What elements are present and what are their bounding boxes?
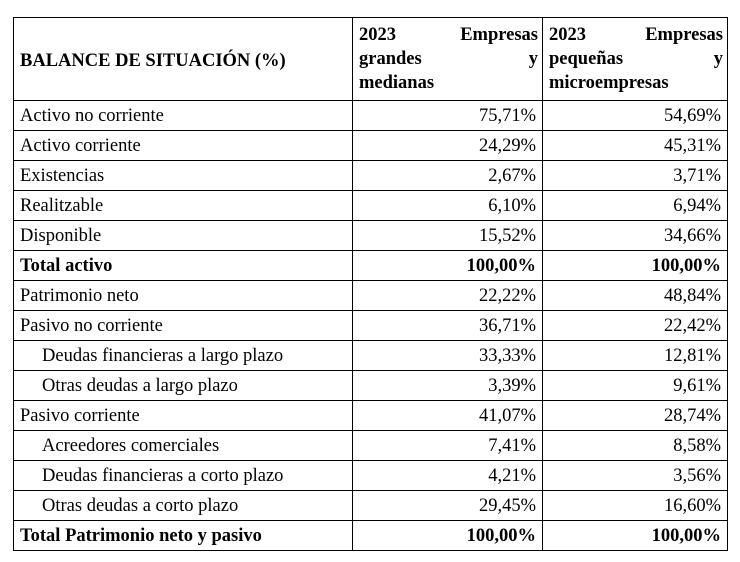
row-label: Acreedores comerciales bbox=[13, 430, 353, 461]
row-label: Deudas financieras a largo plazo bbox=[13, 340, 353, 371]
row-value-large-medium: 2,67% bbox=[352, 160, 543, 191]
table-row: Disponible 15,52% 34,66% bbox=[13, 220, 728, 251]
table-row: Otras deudas a corto plazo 29,45% 16,60% bbox=[13, 490, 728, 521]
table-row: Pasivo corriente 41,07% 28,74% bbox=[13, 400, 728, 431]
col2-year: 2023 bbox=[549, 25, 586, 45]
balance-table: BALANCE DE SITUACIÓN (%) 2023 Empresas gr… bbox=[13, 17, 728, 551]
table-row: Existencias 2,67% 3,71% bbox=[13, 160, 728, 191]
row-value-large-medium: 4,21% bbox=[352, 460, 543, 491]
table-row: Deudas financieras a corto plazo 4,21% 3… bbox=[13, 460, 728, 491]
col2-word-y: y bbox=[713, 49, 723, 69]
row-value-small-micro: 3,71% bbox=[542, 160, 728, 191]
column-header-large-medium: 2023 Empresas grandes y medianas bbox=[352, 17, 543, 101]
row-value-large-medium: 22,22% bbox=[352, 280, 543, 311]
row-value-large-medium: 6,10% bbox=[352, 190, 543, 221]
row-value-small-micro: 12,81% bbox=[542, 340, 728, 371]
row-value-large-medium: 100,00% bbox=[352, 520, 543, 551]
col2-word-microempresas: microempresas bbox=[549, 73, 669, 93]
row-value-large-medium: 7,41% bbox=[352, 430, 543, 461]
col2-word-pequenas: pequeñas bbox=[549, 49, 624, 69]
col1-year: 2023 bbox=[359, 25, 396, 45]
row-value-small-micro: 8,58% bbox=[542, 430, 728, 461]
row-value-large-medium: 3,39% bbox=[352, 370, 543, 401]
col1-word-grandes: grandes bbox=[359, 49, 422, 69]
row-label: Total Patrimonio neto y pasivo bbox=[13, 520, 353, 551]
row-value-small-micro: 100,00% bbox=[542, 250, 728, 281]
row-value-large-medium: 24,29% bbox=[352, 130, 543, 161]
col1-word-medianas: medianas bbox=[359, 73, 435, 93]
row-value-small-micro: 45,31% bbox=[542, 130, 728, 161]
row-value-small-micro: 28,74% bbox=[542, 400, 728, 431]
row-label: Otras deudas a corto plazo bbox=[13, 490, 353, 521]
table-row: Activo no corriente 75,71% 54,69% bbox=[13, 100, 728, 131]
col1-word-y: y bbox=[528, 49, 538, 69]
row-value-small-micro: 3,56% bbox=[542, 460, 728, 491]
row-label: Deudas financieras a corto plazo bbox=[13, 460, 353, 491]
row-value-small-micro: 34,66% bbox=[542, 220, 728, 251]
column-header-small-micro: 2023 Empresas pequeñas y microempresas bbox=[542, 17, 728, 101]
row-value-small-micro: 9,61% bbox=[542, 370, 728, 401]
row-label: Activo no corriente bbox=[13, 100, 353, 131]
table-row: Acreedores comerciales 7,41% 8,58% bbox=[13, 430, 728, 461]
row-label: Pasivo no corriente bbox=[13, 310, 353, 341]
table-row: Realitzable 6,10% 6,94% bbox=[13, 190, 728, 221]
row-label: Total activo bbox=[13, 250, 353, 281]
row-value-large-medium: 29,45% bbox=[352, 490, 543, 521]
row-value-large-medium: 36,71% bbox=[352, 310, 543, 341]
table-title: BALANCE DE SITUACIÓN (%) bbox=[13, 17, 353, 101]
row-value-small-micro: 100,00% bbox=[542, 520, 728, 551]
row-value-small-micro: 54,69% bbox=[542, 100, 728, 131]
row-value-small-micro: 6,94% bbox=[542, 190, 728, 221]
table-row-total-pasivo: Total Patrimonio neto y pasivo 100,00% 1… bbox=[13, 520, 728, 551]
col1-word-empresas: Empresas bbox=[460, 25, 538, 45]
table-row: Pasivo no corriente 36,71% 22,42% bbox=[13, 310, 728, 341]
table-row: Patrimonio neto 22,22% 48,84% bbox=[13, 280, 728, 311]
col2-word-empresas: Empresas bbox=[645, 25, 723, 45]
header-row: BALANCE DE SITUACIÓN (%) 2023 Empresas gr… bbox=[13, 17, 728, 101]
row-value-large-medium: 75,71% bbox=[352, 100, 543, 131]
row-label: Realitzable bbox=[13, 190, 353, 221]
row-label: Pasivo corriente bbox=[13, 400, 353, 431]
row-value-large-medium: 15,52% bbox=[352, 220, 543, 251]
table-row: Deudas financieras a largo plazo 33,33% … bbox=[13, 340, 728, 371]
row-value-small-micro: 16,60% bbox=[542, 490, 728, 521]
row-value-small-micro: 22,42% bbox=[542, 310, 728, 341]
row-value-large-medium: 100,00% bbox=[352, 250, 543, 281]
table-row: Activo corriente 24,29% 45,31% bbox=[13, 130, 728, 161]
row-label: Activo corriente bbox=[13, 130, 353, 161]
table-row: Otras deudas a largo plazo 3,39% 9,61% bbox=[13, 370, 728, 401]
row-value-large-medium: 41,07% bbox=[352, 400, 543, 431]
table-row-total-activo: Total activo 100,00% 100,00% bbox=[13, 250, 728, 281]
row-value-small-micro: 48,84% bbox=[542, 280, 728, 311]
row-label: Disponible bbox=[13, 220, 353, 251]
row-label: Otras deudas a largo plazo bbox=[13, 370, 353, 401]
row-value-large-medium: 33,33% bbox=[352, 340, 543, 371]
row-label: Existencias bbox=[13, 160, 353, 191]
row-label: Patrimonio neto bbox=[13, 280, 353, 311]
